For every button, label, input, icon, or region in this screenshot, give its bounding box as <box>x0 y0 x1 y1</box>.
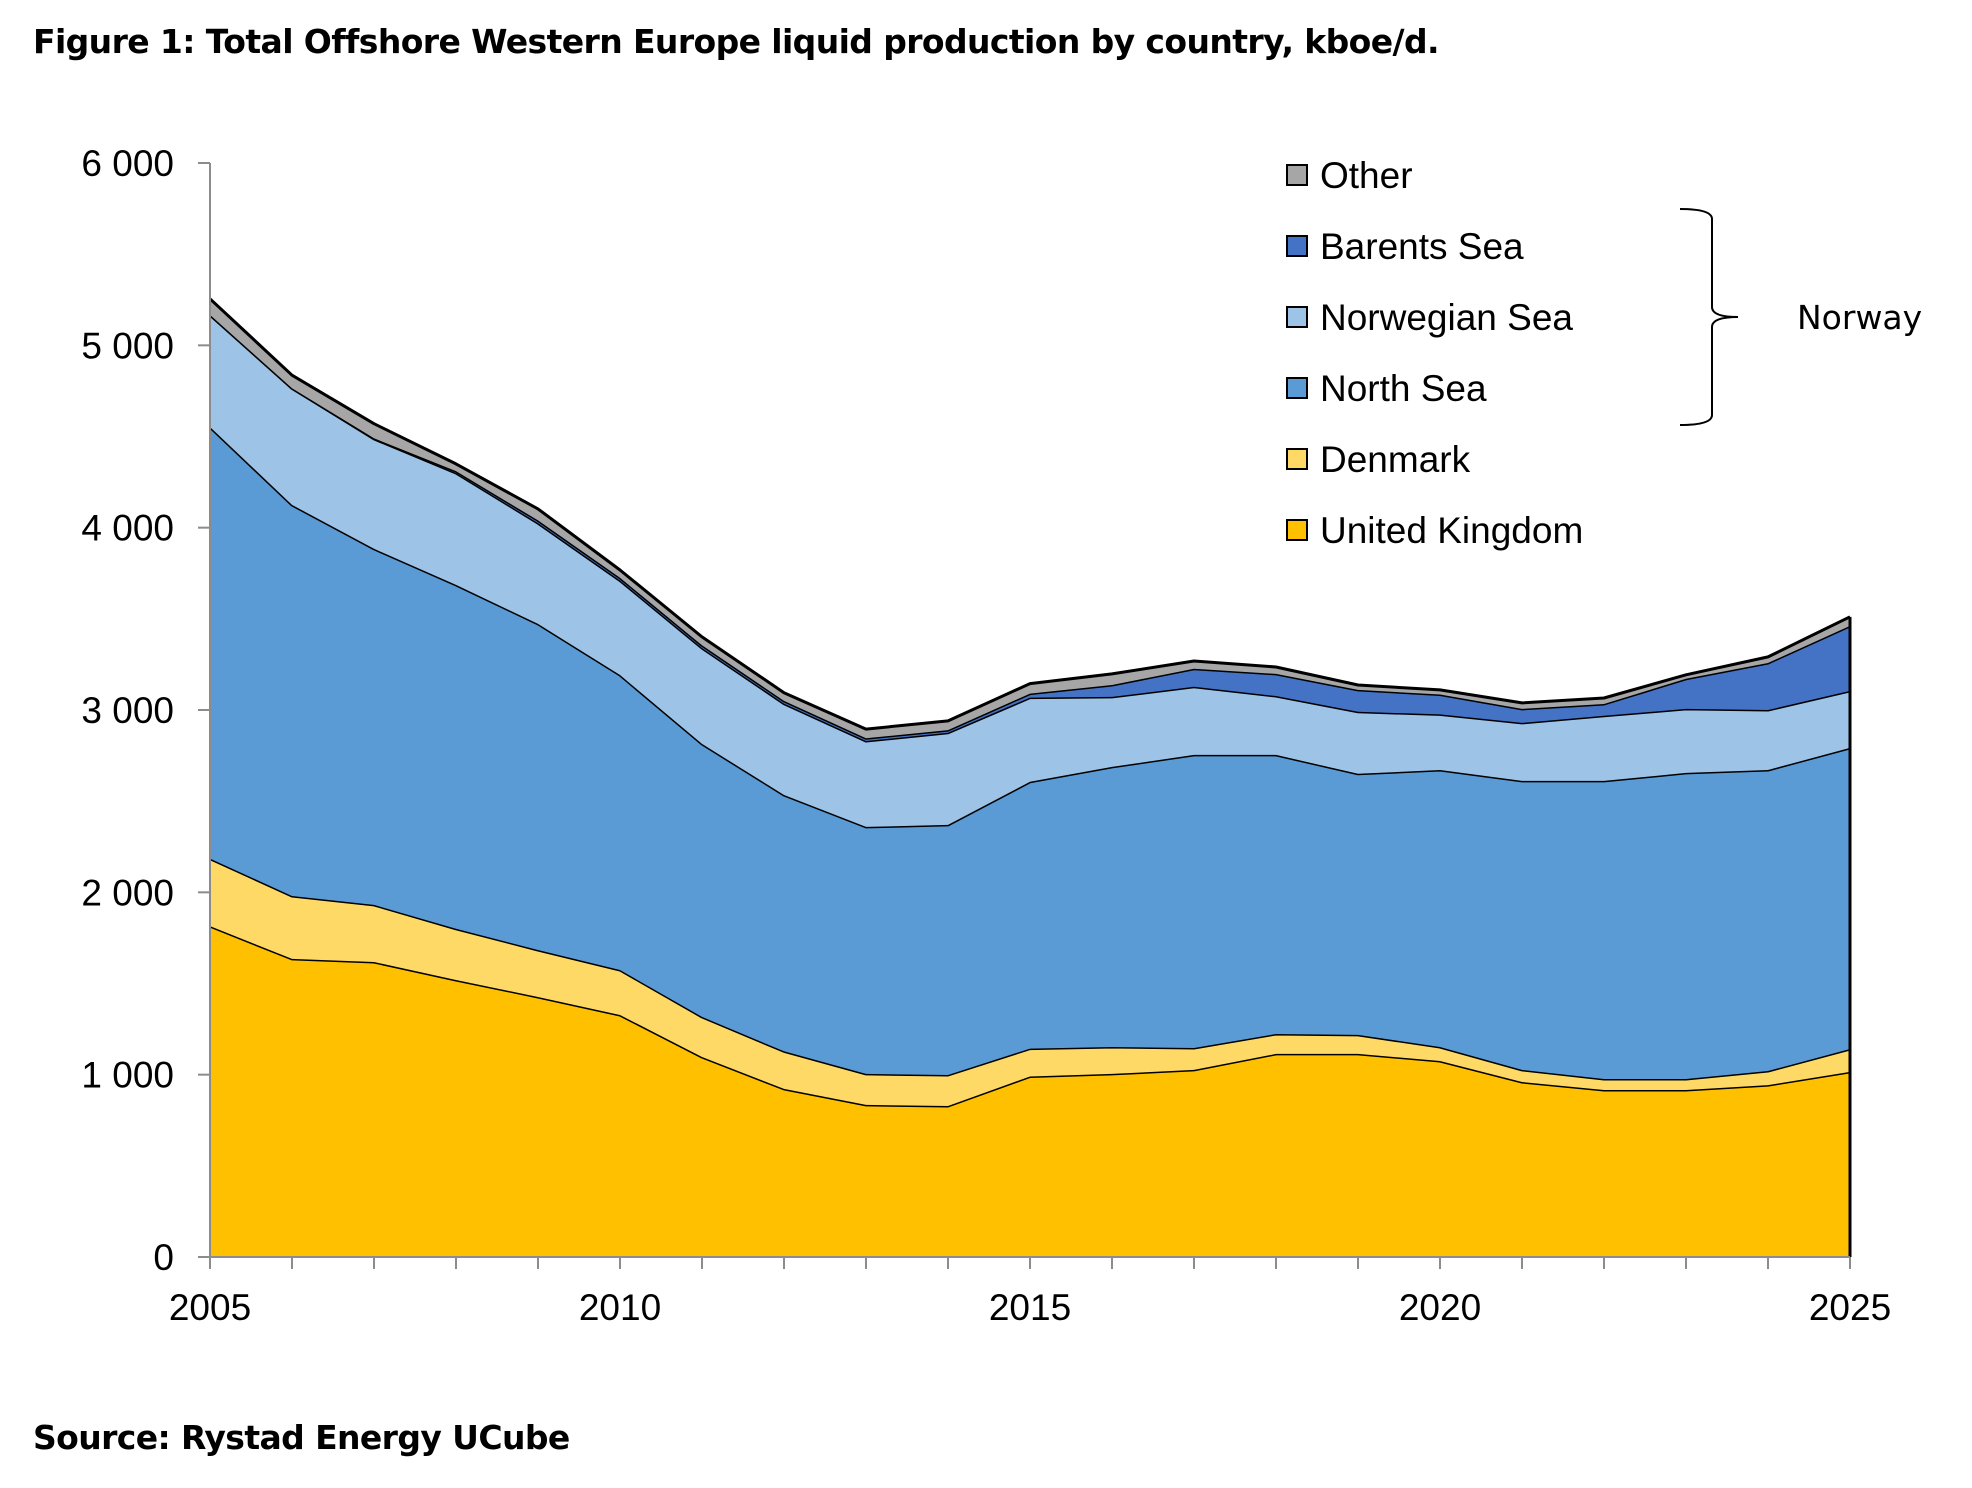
area-barents-sea <box>210 314 1850 741</box>
x-tick-label: 2005 <box>169 1287 251 1328</box>
y-tick-label: 3 000 <box>81 690 174 731</box>
legend-group-label: Norway <box>1797 298 1922 337</box>
area-other <box>210 298 1850 739</box>
legend-label: United Kingdom <box>1320 510 1583 551</box>
legend-swatch <box>1286 377 1308 399</box>
y-tick-label: 6 000 <box>81 143 174 184</box>
axes-group: 0 1 000 2 000 3 000 4 000 5 000 6 000 2005 2010 2… <box>81 143 1891 1328</box>
legend-swatch <box>1286 519 1308 541</box>
y-tick-label: 4 000 <box>81 508 174 549</box>
source-note: Source: Rystad Energy UCube <box>33 1418 570 1457</box>
legend-swatch <box>1286 306 1308 328</box>
legend-item-barents-sea: Barents Sea <box>1286 226 1524 267</box>
legend-item-north-sea: North Sea <box>1286 368 1487 409</box>
area-series-group <box>208 297 1852 1257</box>
x-tick-label: 2015 <box>989 1287 1071 1328</box>
legend-label: North Sea <box>1320 368 1487 409</box>
y-tick-label: 0 <box>153 1237 174 1278</box>
area-denmark <box>210 858 1850 1106</box>
area-norwegian-sea <box>210 314 1850 827</box>
legend-group-brace <box>1679 208 1739 426</box>
legend-item-other: Other <box>1286 155 1413 196</box>
x-tick-label: 2010 <box>579 1287 661 1328</box>
legend-item-norwegian-sea: Norwegian Sea <box>1286 297 1573 338</box>
area-united-kingdom <box>210 926 1850 1257</box>
legend: Other Barents Sea Norwegian Sea North Sea De… <box>1286 155 1922 551</box>
legend-swatch <box>1286 448 1308 470</box>
figure-title: Figure 1: Total Offshore Western Europe … <box>33 22 1440 61</box>
legend-label: Denmark <box>1320 439 1471 480</box>
legend-swatch <box>1286 164 1308 186</box>
legend-item-denmark: Denmark <box>1286 439 1471 480</box>
y-tick-label: 1 000 <box>81 1055 174 1096</box>
legend-label: Norwegian Sea <box>1320 297 1573 338</box>
legend-item-united-kingdom: United Kingdom <box>1286 510 1583 551</box>
legend-label: Barents Sea <box>1320 226 1524 267</box>
legend-swatch <box>1286 235 1308 257</box>
x-tick-label: 2020 <box>1399 1287 1481 1328</box>
area-north-sea <box>210 427 1850 1079</box>
area-edge-other <box>208 297 1851 731</box>
y-tick-label: 2 000 <box>81 872 174 913</box>
x-tick-label: 2025 <box>1809 1287 1891 1328</box>
y-tick-label: 5 000 <box>81 325 174 366</box>
legend-label: Other <box>1320 155 1413 196</box>
